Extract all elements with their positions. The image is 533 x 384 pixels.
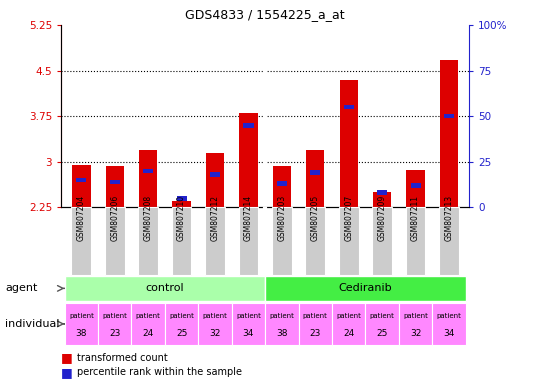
Text: patient: patient bbox=[102, 313, 127, 319]
Text: 32: 32 bbox=[410, 329, 421, 338]
Text: GSM807209: GSM807209 bbox=[378, 195, 386, 241]
Text: patient: patient bbox=[69, 313, 94, 319]
Bar bbox=[377, 190, 387, 195]
Text: patient: patient bbox=[336, 313, 361, 319]
Text: GSM807207: GSM807207 bbox=[344, 195, 353, 241]
Text: GSM807213: GSM807213 bbox=[445, 195, 454, 241]
Bar bbox=[373, 192, 391, 207]
FancyBboxPatch shape bbox=[64, 276, 265, 301]
FancyBboxPatch shape bbox=[432, 303, 466, 345]
FancyBboxPatch shape bbox=[372, 207, 392, 275]
Text: GSM807203: GSM807203 bbox=[277, 195, 286, 241]
FancyBboxPatch shape bbox=[98, 303, 132, 345]
Bar bbox=[210, 172, 220, 177]
FancyBboxPatch shape bbox=[132, 303, 165, 345]
Text: GSM807205: GSM807205 bbox=[311, 195, 320, 241]
Bar bbox=[344, 105, 354, 109]
FancyBboxPatch shape bbox=[71, 207, 91, 275]
Bar bbox=[106, 166, 124, 207]
Text: 38: 38 bbox=[76, 329, 87, 338]
Bar bbox=[143, 169, 154, 173]
Text: GSM807204: GSM807204 bbox=[77, 195, 86, 241]
Text: percentile rank within the sample: percentile rank within the sample bbox=[77, 367, 243, 377]
Bar bbox=[410, 183, 421, 188]
Bar bbox=[277, 181, 287, 186]
FancyBboxPatch shape bbox=[172, 207, 191, 275]
Text: patient: patient bbox=[169, 313, 194, 319]
Bar bbox=[306, 150, 325, 207]
Text: patient: patient bbox=[136, 313, 160, 319]
Text: GSM807208: GSM807208 bbox=[144, 195, 152, 241]
Text: individual: individual bbox=[5, 319, 60, 329]
FancyBboxPatch shape bbox=[205, 207, 225, 275]
Text: patient: patient bbox=[370, 313, 394, 319]
Text: GSM807210: GSM807210 bbox=[177, 195, 186, 241]
Bar bbox=[72, 165, 91, 207]
Bar bbox=[440, 60, 458, 207]
Text: 24: 24 bbox=[142, 329, 154, 338]
FancyBboxPatch shape bbox=[198, 303, 232, 345]
Text: agent: agent bbox=[5, 283, 38, 293]
Text: 34: 34 bbox=[243, 329, 254, 338]
Bar bbox=[444, 114, 454, 118]
FancyBboxPatch shape bbox=[305, 207, 325, 275]
Bar bbox=[340, 80, 358, 207]
Bar bbox=[76, 178, 86, 182]
Bar bbox=[239, 113, 257, 207]
Text: GSM807212: GSM807212 bbox=[211, 195, 220, 241]
Text: patient: patient bbox=[203, 313, 228, 319]
FancyBboxPatch shape bbox=[105, 207, 125, 275]
FancyBboxPatch shape bbox=[232, 303, 265, 345]
Bar bbox=[273, 166, 291, 207]
FancyBboxPatch shape bbox=[239, 207, 259, 275]
FancyBboxPatch shape bbox=[139, 207, 158, 275]
FancyBboxPatch shape bbox=[439, 207, 459, 275]
FancyBboxPatch shape bbox=[366, 303, 399, 345]
FancyBboxPatch shape bbox=[332, 303, 366, 345]
Bar bbox=[310, 170, 320, 175]
Text: 25: 25 bbox=[376, 329, 388, 338]
Text: Cediranib: Cediranib bbox=[338, 283, 392, 293]
Text: GSM807214: GSM807214 bbox=[244, 195, 253, 241]
FancyBboxPatch shape bbox=[298, 303, 332, 345]
Text: patient: patient bbox=[270, 313, 294, 319]
Bar bbox=[176, 196, 187, 200]
FancyBboxPatch shape bbox=[272, 207, 292, 275]
Text: ■: ■ bbox=[61, 366, 73, 379]
Bar bbox=[406, 170, 425, 207]
FancyBboxPatch shape bbox=[399, 303, 432, 345]
FancyBboxPatch shape bbox=[406, 207, 425, 275]
Text: control: control bbox=[146, 283, 184, 293]
Text: 34: 34 bbox=[443, 329, 455, 338]
Bar bbox=[206, 153, 224, 207]
Bar bbox=[110, 180, 120, 184]
Text: transformed count: transformed count bbox=[77, 353, 168, 363]
Text: 24: 24 bbox=[343, 329, 354, 338]
FancyBboxPatch shape bbox=[265, 303, 298, 345]
Text: patient: patient bbox=[236, 313, 261, 319]
FancyBboxPatch shape bbox=[64, 303, 98, 345]
Bar bbox=[244, 123, 254, 127]
Text: 23: 23 bbox=[310, 329, 321, 338]
Text: patient: patient bbox=[437, 313, 462, 319]
Text: patient: patient bbox=[403, 313, 428, 319]
Text: 25: 25 bbox=[176, 329, 187, 338]
FancyBboxPatch shape bbox=[265, 276, 466, 301]
Text: GSM807211: GSM807211 bbox=[411, 195, 420, 241]
Text: 32: 32 bbox=[209, 329, 221, 338]
Bar bbox=[172, 201, 191, 207]
Text: patient: patient bbox=[303, 313, 328, 319]
FancyBboxPatch shape bbox=[339, 207, 359, 275]
Text: 23: 23 bbox=[109, 329, 120, 338]
Text: GSM807206: GSM807206 bbox=[110, 195, 119, 241]
Bar bbox=[139, 150, 157, 207]
Text: 38: 38 bbox=[276, 329, 288, 338]
FancyBboxPatch shape bbox=[165, 303, 198, 345]
Text: ■: ■ bbox=[61, 351, 73, 364]
Title: GDS4833 / 1554225_a_at: GDS4833 / 1554225_a_at bbox=[185, 8, 345, 21]
